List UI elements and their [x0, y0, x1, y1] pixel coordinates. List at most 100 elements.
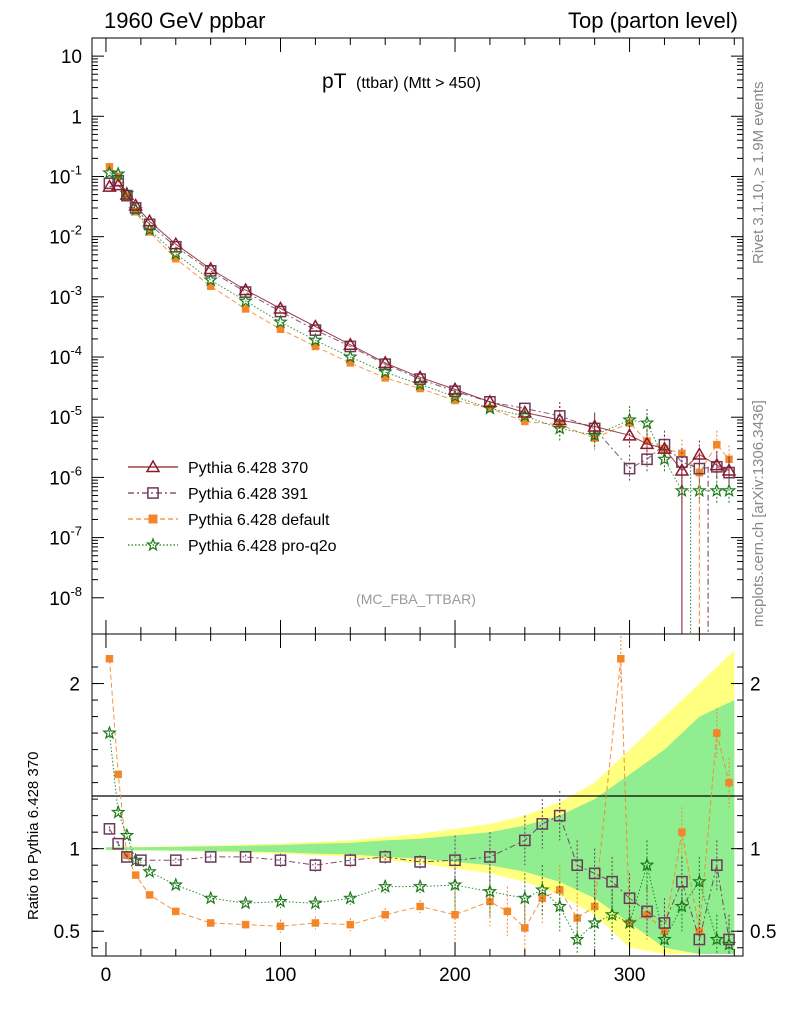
data-point-pq2o — [273, 314, 288, 329]
ratio-y-tick-label-right: 2 — [750, 675, 761, 696]
legend-entry-p370: Pythia 6.428 370 — [128, 459, 308, 477]
source-label: mcplots.cern.ch [arXiv:1306.3436] — [750, 400, 767, 627]
ratio-point-pq2o — [377, 878, 393, 893]
ratio-point-p391 — [239, 851, 252, 863]
data-point-p370 — [587, 419, 602, 432]
ratio-point-pq2o — [674, 898, 690, 913]
ratio-point-pdefault — [521, 924, 529, 932]
x-axis: 0 100 200 300 — [101, 38, 735, 986]
ratio-point-p391 — [571, 859, 584, 872]
rivet-version-label: Rivet 3.1.10, ≥ 1.9M events — [750, 82, 767, 265]
main-y-tick-label: 10-3 — [49, 283, 82, 309]
ratio-point-pq2o — [552, 898, 568, 913]
main-y-tick-label: 10-1 — [49, 162, 82, 188]
ratio-point-p391 — [588, 867, 601, 880]
legend-label-pq2o: Pythia 6.428 pro-q2o — [188, 538, 337, 555]
data-point-pq2o — [709, 483, 725, 497]
data-point-p370 — [273, 301, 288, 314]
data-point-pq2o — [238, 293, 253, 308]
ratio-y-axis: 0.5 0.5 1 1 2 2 — [54, 666, 776, 949]
main-panel-series — [102, 163, 737, 634]
ratio-point-p391 — [169, 854, 182, 867]
legend-label-p370: Pythia 6.428 370 — [188, 460, 308, 477]
main-series-line-pdefault — [109, 166, 730, 474]
ratio-point-pq2o — [569, 931, 585, 946]
ratio-point-pq2o — [412, 878, 428, 893]
ratio-point-p391 — [723, 933, 735, 946]
ratio-point-pdefault — [503, 907, 512, 916]
data-point-pq2o — [308, 332, 323, 347]
ratio-point-pdefault — [145, 891, 154, 899]
data-point-p370 — [128, 197, 143, 211]
data-point-pq2o — [721, 483, 737, 497]
ratio-point-pq2o — [142, 864, 157, 878]
ratio-ylabel: Ratio to Pythia 6.428 370 — [25, 752, 42, 920]
main-y-tick-label: 10 — [61, 47, 82, 68]
ratio-panel-series — [102, 636, 737, 954]
ratio-point-p391 — [676, 875, 688, 888]
data-point-pq2o — [142, 222, 157, 237]
ratio-point-pdefault — [486, 897, 494, 906]
x-tick-label: 200 — [439, 965, 471, 986]
x-tick-label: 300 — [614, 965, 646, 986]
data-point-p370 — [343, 337, 358, 350]
ratio-point-pdefault — [451, 910, 459, 919]
analysis-tag: (MC_FBA_TTBAR) — [356, 591, 476, 607]
plot-title-main: pT — [322, 70, 347, 93]
data-point-p370 — [657, 441, 672, 454]
data-point-p370 — [119, 187, 135, 200]
main-y-axis: 10 1 10-1 10-2 10-3 10-4 10-5 10-6 10-7 10-8 — [49, 37, 743, 610]
main-y-tick-label: 10-6 — [49, 463, 82, 489]
ratio-point-p391 — [536, 818, 549, 830]
ratio-point-p391 — [484, 851, 496, 863]
ratio-y-tick-label-left: 2 — [69, 675, 80, 696]
ratio-point-pdefault — [131, 871, 140, 879]
main-series-line-pq2o — [109, 172, 729, 492]
ratio-point-pq2o — [203, 890, 219, 905]
ratio-point-pdefault — [617, 655, 625, 663]
data-point-pdefault — [346, 359, 355, 367]
data-point-p391 — [623, 462, 636, 475]
data-point-pq2o — [168, 246, 184, 260]
ratio-point-pdefault — [311, 919, 320, 927]
data-point-p370 — [110, 177, 126, 191]
ratio-point-pq2o — [709, 931, 725, 946]
main-y-tick-label: 10-4 — [49, 343, 82, 369]
ratio-point-p391 — [414, 856, 426, 868]
legend-entry-pdefault: Pythia 6.428 default — [128, 512, 330, 529]
ratio-point-pq2o — [482, 883, 498, 898]
ratio-point-pdefault — [241, 920, 250, 929]
ratio-point-p391 — [606, 875, 618, 888]
data-point-p370 — [447, 381, 463, 395]
main-y-tick-label: 10-5 — [49, 403, 82, 429]
ratio-point-pq2o — [622, 915, 637, 930]
data-point-pq2o — [119, 185, 135, 200]
x-tick-label: 100 — [265, 965, 297, 986]
ratio-point-pdefault — [416, 902, 424, 911]
data-point-p370 — [692, 447, 707, 460]
ratio-point-pq2o — [587, 915, 603, 930]
ratio-point-pdefault — [276, 922, 285, 931]
ratio-series-p391 — [103, 790, 735, 954]
ratio-point-pq2o — [168, 877, 184, 892]
data-point-p391 — [379, 358, 392, 371]
main-series-pdefault — [105, 163, 733, 487]
main-y-tick-label: 1 — [71, 107, 82, 128]
ratio-point-p391 — [344, 854, 357, 867]
data-point-p370 — [721, 463, 737, 476]
data-point-p370 — [308, 319, 323, 332]
main-series-line-p391 — [109, 180, 730, 474]
legend-label-pdefault: Pythia 6.428 default — [188, 512, 330, 529]
ratio-point-p391 — [112, 837, 125, 850]
data-point-p370 — [622, 427, 637, 441]
data-point-p370 — [168, 236, 184, 250]
ratio-y-tick-label-left: 0.5 — [54, 922, 80, 943]
data-point-pq2o — [377, 364, 393, 379]
data-point-p391 — [518, 402, 531, 415]
ratio-point-pdefault — [105, 655, 114, 663]
data-point-p370 — [203, 261, 218, 275]
data-point-pq2o — [342, 349, 358, 364]
data-point-pq2o — [639, 415, 655, 430]
ratio-y-tick-label-left: 1 — [69, 840, 80, 861]
main-series-p370 — [102, 177, 737, 485]
